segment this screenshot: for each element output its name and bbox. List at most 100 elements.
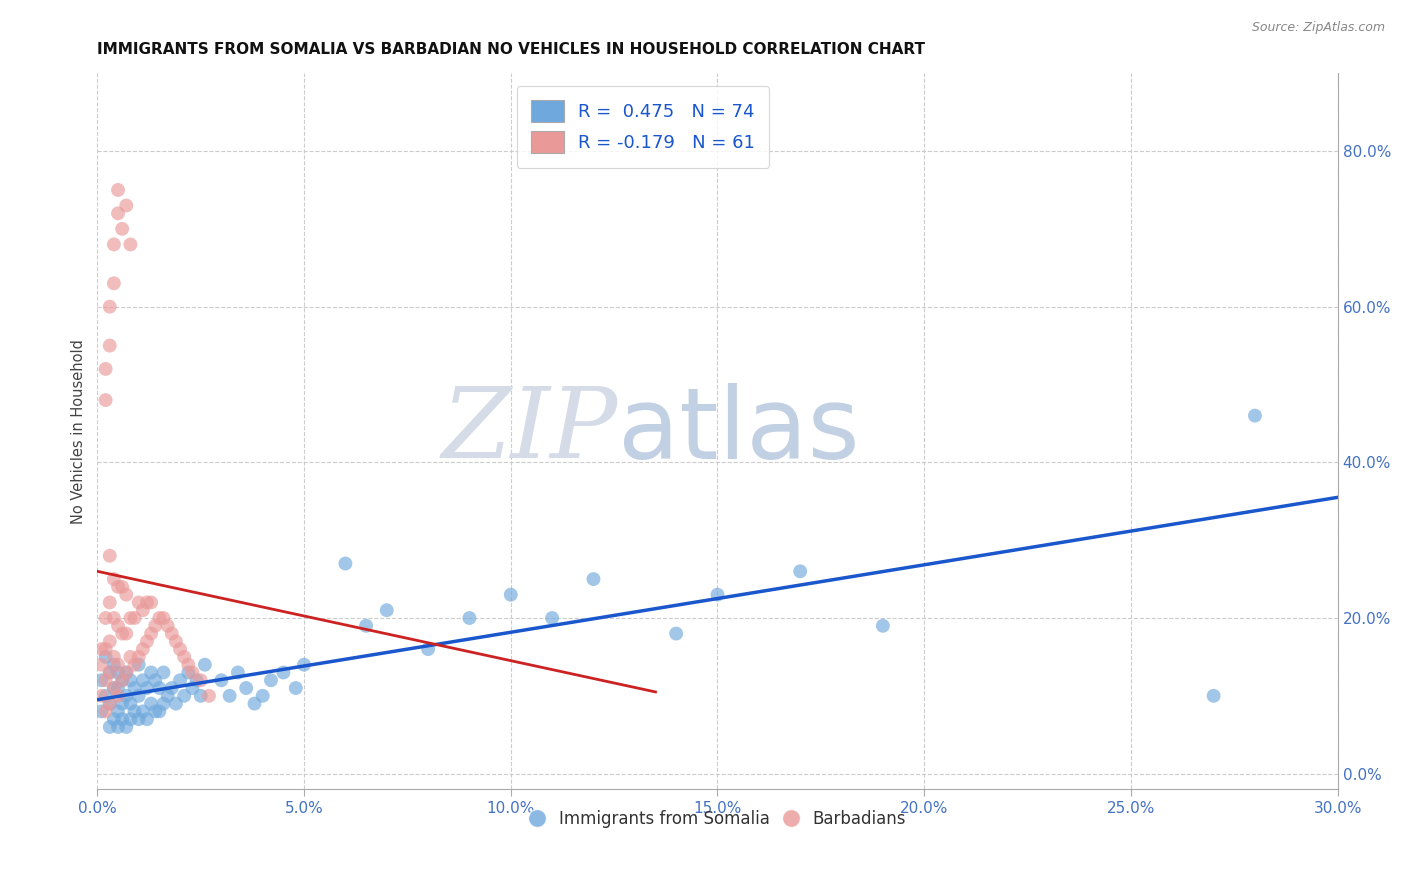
- Point: [115, 198, 138, 212]
- Point: [181, 665, 204, 680]
- Point: [103, 657, 125, 672]
- Point: [218, 689, 240, 703]
- Point: [139, 665, 162, 680]
- Point: [1244, 409, 1267, 423]
- Point: [190, 673, 212, 688]
- Point: [107, 720, 129, 734]
- Point: [90, 689, 112, 703]
- Point: [111, 626, 134, 640]
- Point: [273, 665, 295, 680]
- Point: [98, 665, 121, 680]
- Point: [165, 634, 187, 648]
- Point: [148, 705, 170, 719]
- Point: [94, 705, 117, 719]
- Point: [107, 619, 129, 633]
- Point: [98, 300, 121, 314]
- Point: [156, 619, 179, 633]
- Point: [103, 649, 125, 664]
- Point: [111, 697, 134, 711]
- Point: [132, 603, 155, 617]
- Text: Source: ZipAtlas.com: Source: ZipAtlas.com: [1251, 21, 1385, 34]
- Point: [111, 673, 134, 688]
- Point: [98, 549, 121, 563]
- Point: [124, 657, 146, 672]
- Point: [103, 572, 125, 586]
- Point: [152, 665, 174, 680]
- Point: [90, 705, 112, 719]
- Point: [128, 649, 150, 664]
- Point: [665, 626, 688, 640]
- Point: [103, 277, 125, 291]
- Point: [169, 642, 191, 657]
- Point: [115, 720, 138, 734]
- Point: [94, 689, 117, 703]
- Point: [128, 657, 150, 672]
- Text: IMMIGRANTS FROM SOMALIA VS BARBADIAN NO VEHICLES IN HOUSEHOLD CORRELATION CHART: IMMIGRANTS FROM SOMALIA VS BARBADIAN NO …: [97, 42, 925, 57]
- Point: [181, 681, 204, 695]
- Point: [354, 619, 377, 633]
- Y-axis label: No Vehicles in Household: No Vehicles in Household: [72, 339, 86, 524]
- Point: [169, 673, 191, 688]
- Point: [124, 705, 146, 719]
- Point: [107, 681, 129, 695]
- Point: [872, 619, 894, 633]
- Point: [98, 665, 121, 680]
- Point: [1202, 689, 1225, 703]
- Point: [152, 611, 174, 625]
- Point: [120, 237, 142, 252]
- Point: [139, 595, 162, 609]
- Point: [160, 681, 183, 695]
- Point: [148, 681, 170, 695]
- Point: [98, 697, 121, 711]
- Point: [90, 642, 112, 657]
- Point: [152, 697, 174, 711]
- Point: [115, 689, 138, 703]
- Point: [120, 649, 142, 664]
- Text: ZIP: ZIP: [441, 384, 619, 479]
- Point: [111, 673, 134, 688]
- Point: [173, 649, 195, 664]
- Point: [292, 657, 315, 672]
- Point: [335, 557, 357, 571]
- Point: [115, 626, 138, 640]
- Point: [107, 580, 129, 594]
- Point: [111, 222, 134, 236]
- Point: [209, 673, 232, 688]
- Point: [458, 611, 481, 625]
- Point: [107, 705, 129, 719]
- Point: [177, 657, 200, 672]
- Point: [107, 665, 129, 680]
- Point: [136, 634, 159, 648]
- Point: [136, 595, 159, 609]
- Point: [94, 642, 117, 657]
- Point: [128, 689, 150, 703]
- Point: [139, 697, 162, 711]
- Point: [111, 580, 134, 594]
- Point: [120, 611, 142, 625]
- Point: [194, 657, 217, 672]
- Point: [136, 681, 159, 695]
- Point: [235, 681, 257, 695]
- Point: [177, 665, 200, 680]
- Point: [148, 611, 170, 625]
- Point: [186, 673, 208, 688]
- Legend: Immigrants from Somalia, Barbadians: Immigrants from Somalia, Barbadians: [522, 804, 912, 835]
- Point: [143, 705, 166, 719]
- Point: [98, 595, 121, 609]
- Point: [94, 649, 117, 664]
- Point: [90, 657, 112, 672]
- Point: [132, 705, 155, 719]
- Point: [499, 588, 522, 602]
- Point: [789, 564, 811, 578]
- Point: [128, 712, 150, 726]
- Point: [260, 673, 283, 688]
- Point: [541, 611, 564, 625]
- Point: [252, 689, 274, 703]
- Point: [173, 689, 195, 703]
- Point: [115, 665, 138, 680]
- Point: [90, 673, 112, 688]
- Point: [107, 689, 129, 703]
- Point: [124, 681, 146, 695]
- Point: [143, 619, 166, 633]
- Point: [375, 603, 398, 617]
